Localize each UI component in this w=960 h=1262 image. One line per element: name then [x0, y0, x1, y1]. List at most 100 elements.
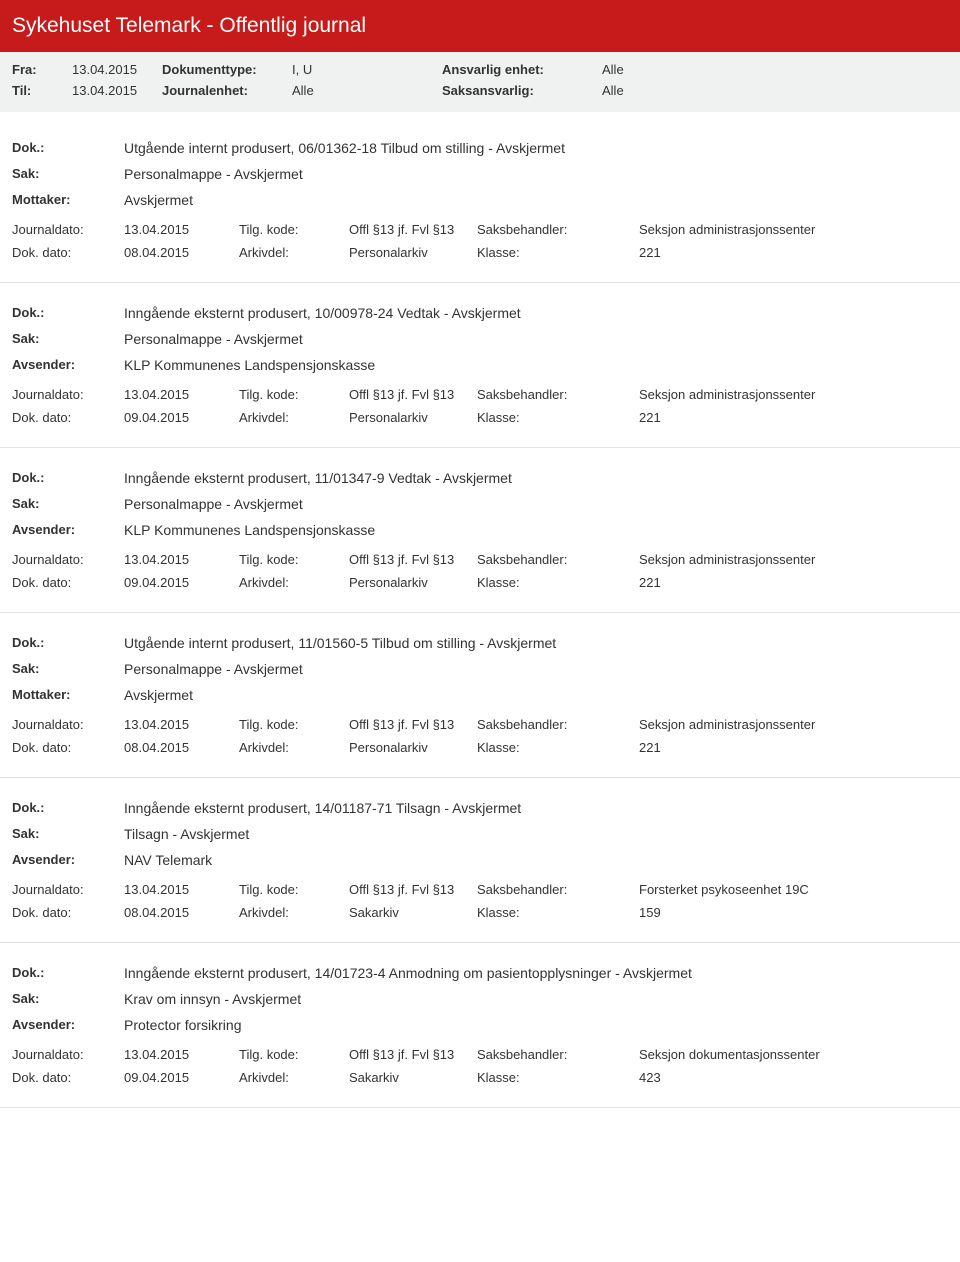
dokdato-value: 09.04.2015 — [124, 1070, 239, 1085]
tilgkode-label: Tilg. kode: — [239, 552, 349, 567]
saksansvarlig-label: Saksansvarlig: — [442, 83, 602, 98]
arkivdel-label: Arkivdel: — [239, 575, 349, 590]
party-label: Avsender: — [12, 1017, 124, 1032]
party-value: Protector forsikring — [124, 1017, 241, 1033]
arkivdel-value: Personalarkiv — [349, 575, 477, 590]
klasse-value: 221 — [639, 245, 661, 260]
sak-value: Personalmappe - Avskjermet — [124, 496, 303, 512]
saksbehandler-value: Seksjon administrasjonssenter — [639, 552, 815, 567]
sak-label: Sak: — [12, 496, 124, 511]
dokdato-label: Dok. dato: — [12, 245, 124, 260]
dokdato-value: 08.04.2015 — [124, 905, 239, 920]
saksbehandler-label: Saksbehandler: — [477, 1047, 639, 1062]
klasse-label: Klasse: — [477, 245, 639, 260]
sak-value: Personalmappe - Avskjermet — [124, 661, 303, 677]
arkivdel-label: Arkivdel: — [239, 740, 349, 755]
klasse-value: 221 — [639, 740, 661, 755]
doktype-value: I, U — [292, 62, 442, 77]
dokdato-label: Dok. dato: — [12, 410, 124, 425]
journaldato-value: 13.04.2015 — [124, 387, 239, 402]
entries-list: Dok.: Utgående internt produsert, 06/013… — [0, 112, 960, 1108]
klasse-value: 221 — [639, 410, 661, 425]
tilgkode-label: Tilg. kode: — [239, 717, 349, 732]
tilgkode-value: Offl §13 jf. Fvl §13 — [349, 717, 477, 732]
journalenhet-value: Alle — [292, 83, 442, 98]
dokdato-value: 08.04.2015 — [124, 245, 239, 260]
journaldato-value: 13.04.2015 — [124, 1047, 239, 1062]
dok-label: Dok.: — [12, 635, 124, 650]
journaldato-label: Journaldato: — [12, 222, 124, 237]
dok-label: Dok.: — [12, 800, 124, 815]
tilgkode-label: Tilg. kode: — [239, 387, 349, 402]
journaldato-value: 13.04.2015 — [124, 717, 239, 732]
sak-label: Sak: — [12, 661, 124, 676]
tilgkode-label: Tilg. kode: — [239, 222, 349, 237]
journal-entry: Dok.: Inngående eksternt produsert, 10/0… — [0, 283, 960, 448]
tilgkode-value: Offl §13 jf. Fvl §13 — [349, 552, 477, 567]
filters-row-1: Fra: 13.04.2015 Dokumenttype: I, U Ansva… — [12, 62, 948, 77]
journaldato-value: 13.04.2015 — [124, 882, 239, 897]
party-value: KLP Kommunenes Landspensjonskasse — [124, 522, 375, 538]
journaldato-value: 13.04.2015 — [124, 222, 239, 237]
doktype-label: Dokumenttype: — [162, 62, 292, 77]
saksbehandler-value: Forsterket psykoseenhet 19C — [639, 882, 809, 897]
page-header: Sykehuset Telemark - Offentlig journal — [0, 0, 960, 52]
arkivdel-label: Arkivdel: — [239, 905, 349, 920]
sak-value: Krav om innsyn - Avskjermet — [124, 991, 301, 1007]
tilgkode-value: Offl §13 jf. Fvl §13 — [349, 1047, 477, 1062]
journaldato-label: Journaldato: — [12, 882, 124, 897]
dok-label: Dok.: — [12, 470, 124, 485]
saksbehandler-label: Saksbehandler: — [477, 552, 639, 567]
klasse-value: 423 — [639, 1070, 661, 1085]
dok-label: Dok.: — [12, 140, 124, 155]
saksbehandler-value: Seksjon dokumentasjonssenter — [639, 1047, 820, 1062]
journaldato-label: Journaldato: — [12, 717, 124, 732]
arkivdel-label: Arkivdel: — [239, 245, 349, 260]
dok-value: Utgående internt produsert, 06/01362-18 … — [124, 140, 565, 156]
party-value: Avskjermet — [124, 687, 193, 703]
dokdato-value: 08.04.2015 — [124, 740, 239, 755]
klasse-label: Klasse: — [477, 740, 639, 755]
dokdato-label: Dok. dato: — [12, 575, 124, 590]
tilgkode-value: Offl §13 jf. Fvl §13 — [349, 387, 477, 402]
journaldato-label: Journaldato: — [12, 387, 124, 402]
arkivdel-value: Personalarkiv — [349, 740, 477, 755]
arkivdel-value: Personalarkiv — [349, 245, 477, 260]
arkivdel-label: Arkivdel: — [239, 1070, 349, 1085]
fra-value: 13.04.2015 — [72, 62, 162, 77]
arkivdel-label: Arkivdel: — [239, 410, 349, 425]
klasse-label: Klasse: — [477, 905, 639, 920]
klasse-label: Klasse: — [477, 410, 639, 425]
journal-entry: Dok.: Inngående eksternt produsert, 14/0… — [0, 778, 960, 943]
saksbehandler-value: Seksjon administrasjonssenter — [639, 387, 815, 402]
party-value: Avskjermet — [124, 192, 193, 208]
dok-label: Dok.: — [12, 305, 124, 320]
journal-entry: Dok.: Inngående eksternt produsert, 11/0… — [0, 448, 960, 613]
arkivdel-value: Personalarkiv — [349, 410, 477, 425]
page-title: Sykehuset Telemark - Offentlig journal — [12, 14, 366, 37]
dok-value: Inngående eksternt produsert, 11/01347-9… — [124, 470, 512, 486]
filters-bar: Fra: 13.04.2015 Dokumenttype: I, U Ansva… — [0, 52, 960, 112]
saksbehandler-value: Seksjon administrasjonssenter — [639, 222, 815, 237]
dok-label: Dok.: — [12, 965, 124, 980]
party-label: Avsender: — [12, 522, 124, 537]
dok-value: Inngående eksternt produsert, 14/01187-7… — [124, 800, 521, 816]
til-value: 13.04.2015 — [72, 83, 162, 98]
saksansvarlig-value: Alle — [602, 83, 624, 98]
dok-value: Inngående eksternt produsert, 14/01723-4… — [124, 965, 692, 981]
sak-value: Tilsagn - Avskjermet — [124, 826, 249, 842]
saksbehandler-label: Saksbehandler: — [477, 222, 639, 237]
journal-entry: Dok.: Inngående eksternt produsert, 14/0… — [0, 943, 960, 1108]
journal-entry: Dok.: Utgående internt produsert, 11/015… — [0, 613, 960, 778]
arkivdel-value: Sakarkiv — [349, 1070, 477, 1085]
sak-label: Sak: — [12, 991, 124, 1006]
saksbehandler-label: Saksbehandler: — [477, 387, 639, 402]
sak-label: Sak: — [12, 826, 124, 841]
tilgkode-value: Offl §13 jf. Fvl §13 — [349, 222, 477, 237]
saksbehandler-label: Saksbehandler: — [477, 882, 639, 897]
tilgkode-label: Tilg. kode: — [239, 1047, 349, 1062]
sak-label: Sak: — [12, 331, 124, 346]
party-value: KLP Kommunenes Landspensjonskasse — [124, 357, 375, 373]
party-label: Mottaker: — [12, 687, 124, 702]
dokdato-label: Dok. dato: — [12, 740, 124, 755]
